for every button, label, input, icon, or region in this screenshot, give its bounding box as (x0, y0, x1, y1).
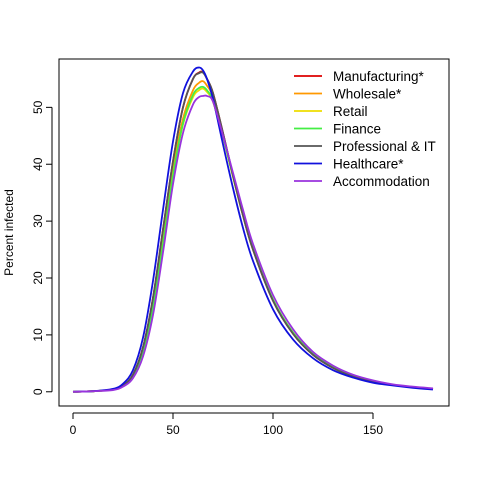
plot-frame (58, 58, 450, 407)
series-line-accommodation (72, 94, 434, 393)
y-tick-label: 40 (31, 157, 45, 171)
x-tick-label: 0 (70, 423, 77, 437)
y-axis-title: Percent infected (2, 189, 16, 276)
x-tick-label: 150 (363, 423, 383, 437)
legend-label-professional-it: Professional & IT (333, 139, 436, 154)
legend-label-wholesale: Wholesale* (333, 87, 402, 102)
x-tick-label: 50 (166, 423, 180, 437)
y-tick-label: 0 (31, 388, 45, 395)
y-tick-label: 10 (31, 328, 45, 342)
legend-label-finance: Finance (333, 122, 381, 137)
x-tick-label: 100 (263, 423, 283, 437)
legend-label-retail: Retail (333, 104, 368, 119)
x-axis: 0 50 100 150 (70, 412, 383, 437)
series-layer (72, 66, 434, 393)
y-axis: 0 10 20 30 40 50 (31, 100, 53, 395)
y-tick-label: 20 (31, 271, 45, 285)
legend-label-healthcare: Healthcare* (333, 157, 404, 172)
legend: Manufacturing* Wholesale* Retail Finance Pro… (294, 69, 436, 189)
y-tick-label: 30 (31, 214, 45, 228)
plot-background (59, 59, 449, 406)
y-tick-label: 50 (31, 100, 45, 114)
series-line-healthcare (72, 66, 434, 393)
legend-label-accommodation: Accommodation (333, 174, 430, 189)
legend-label-manufacturing: Manufacturing* (333, 69, 425, 84)
